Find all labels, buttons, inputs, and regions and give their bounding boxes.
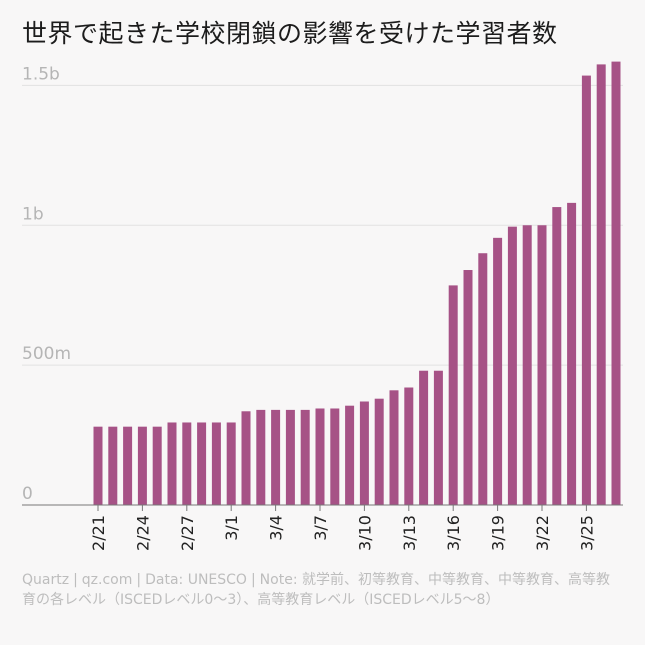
- bar: [315, 408, 325, 505]
- x-tick-label: 2/27: [178, 515, 197, 551]
- x-axis-labels: 2/21 2/24 2/27 3/1 3/4 3/7 3/10 3/13 3/16 3/19 3/2…: [89, 505, 596, 551]
- bars: [93, 61, 621, 506]
- bar: [389, 390, 399, 505]
- bar: [300, 409, 310, 505]
- bar: [419, 370, 429, 505]
- x-tick-label: 2/21: [89, 515, 108, 551]
- bar: [226, 422, 236, 505]
- bar: [241, 411, 251, 505]
- bar: [478, 253, 488, 505]
- bar: [285, 409, 295, 505]
- x-tick-label: 3/19: [489, 515, 508, 551]
- bar: [404, 387, 414, 505]
- x-tick-label: 3/10: [355, 515, 374, 551]
- x-tick-label: 3/4: [267, 515, 286, 541]
- bar: [552, 207, 562, 505]
- bar: [493, 237, 503, 505]
- bar: [433, 370, 443, 505]
- bar: [567, 202, 577, 505]
- footer-data-source: Data: UNESCO: [145, 572, 247, 588]
- bar: [374, 398, 384, 505]
- chart-title: 世界で起きた学校閉鎖の影響を受けた学習者数: [22, 19, 558, 48]
- footer-site: qz.com: [81, 572, 133, 588]
- x-tick-label: 3/7: [311, 515, 330, 541]
- y-tick-label: 1b: [22, 204, 44, 224]
- bar: [211, 422, 221, 505]
- bar: [537, 225, 547, 505]
- bar: [108, 426, 118, 505]
- bar: [182, 422, 192, 505]
- bar: [167, 422, 177, 505]
- bar: [448, 285, 458, 505]
- bar: [359, 401, 369, 505]
- footer-note: Note: 就学前、初等教育、中等教育、中等教育、高等教育の各レベル（ISCED…: [22, 572, 610, 608]
- x-tick-label: 3/25: [577, 515, 596, 551]
- gridlines: [22, 84, 623, 366]
- bar: [271, 409, 281, 505]
- bar: [123, 426, 133, 505]
- y-tick-label: 0: [22, 484, 33, 504]
- bar: [581, 75, 591, 505]
- y-tick-label: 1.5b: [22, 64, 60, 84]
- bar: [463, 270, 473, 505]
- footer: Quartz | qz.com | Data: UNESCO | Note: 就学前、初等教…: [22, 572, 610, 608]
- x-tick-label: 2/24: [133, 515, 152, 551]
- bar: [330, 408, 340, 505]
- bar: [507, 226, 517, 505]
- x-tick-label: 3/16: [444, 515, 463, 551]
- x-tick-label: 3/22: [533, 515, 552, 551]
- footer-source: Quartz: [22, 572, 70, 588]
- bar: [345, 405, 355, 505]
- bar: [93, 426, 103, 505]
- bar: [197, 422, 207, 505]
- bar: [522, 225, 532, 505]
- x-tick-label: 3/13: [400, 515, 419, 551]
- bar: [152, 426, 162, 505]
- bar: [137, 426, 147, 505]
- y-axis-labels: 0 500m 1b 1.5b: [22, 64, 71, 504]
- bar: [596, 64, 606, 505]
- bar: [611, 61, 621, 506]
- x-tick-label: 3/1: [222, 515, 241, 541]
- y-tick-label: 500m: [22, 344, 71, 364]
- bar: [256, 409, 266, 505]
